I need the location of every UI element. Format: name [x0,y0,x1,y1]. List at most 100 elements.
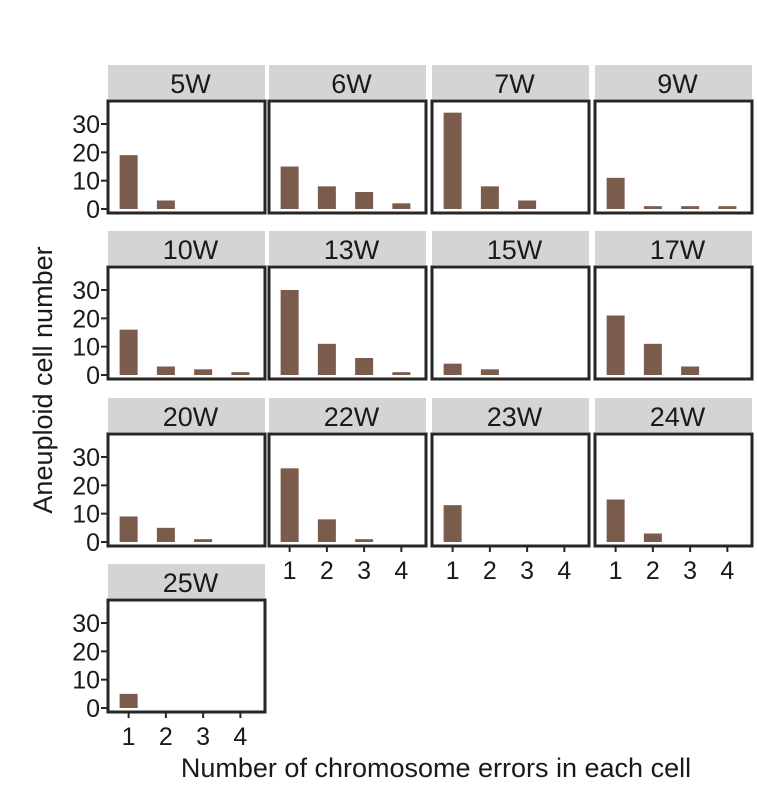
bar [355,192,374,209]
y-tick-label: 30 [72,111,100,139]
facet-strip [595,231,752,265]
y-tick-label: 10 [72,501,100,529]
bar [317,186,336,209]
panel-frame [593,432,754,548]
bar [317,343,336,375]
bar [317,519,336,542]
facet-label: 10W [163,235,219,265]
facet-strip [108,65,265,99]
facet-label: 9W [657,69,698,99]
panel-frame [430,432,591,548]
facet-label: 17W [650,235,706,265]
x-tick-label: 3 [520,557,534,585]
facet-label: 25W [163,568,219,598]
panel-frame [593,265,754,381]
y-tick-label: 0 [86,529,100,557]
bar [643,343,662,375]
y-tick-label: 20 [72,638,100,666]
bar [480,186,499,209]
bar [355,539,374,542]
bar [119,155,138,209]
facet-strip [432,65,589,99]
y-tick-label: 20 [72,472,100,500]
panel-frame [106,99,267,215]
y-tick-label: 20 [72,139,100,167]
x-tick-label: 3 [196,723,210,751]
x-tick-label: 1 [283,557,297,585]
x-tick-label: 3 [683,557,697,585]
x-tick-label: 2 [483,557,497,585]
y-tick-label: 0 [86,362,100,390]
facet-strip [269,398,426,432]
x-tick-label: 2 [159,723,173,751]
x-tick-label: 2 [320,557,334,585]
facet-strip [269,65,426,99]
bar [231,372,250,375]
facet-panel: 6W [267,65,428,215]
facet-panel: 24W 1 2 3 4 [593,398,754,585]
facet-panel: 23W 1 2 3 4 [430,398,591,585]
panel-frame [106,265,267,381]
panel-frame [430,99,591,215]
x-tick-label: 1 [609,557,623,585]
bar [119,329,138,375]
y-tick-label: 0 [86,695,100,723]
bar [443,505,462,542]
x-tick-label: 4 [394,557,408,585]
bar [156,366,175,375]
bar [280,468,299,542]
facet-strip [108,398,265,432]
facet-panel: 9W [593,65,754,215]
y-tick-label: 10 [72,667,100,695]
x-tick-label: 4 [557,557,571,585]
facet-panel: 13W [267,231,428,381]
panel-frame [106,598,267,714]
facet-strip [595,65,752,99]
facet-label: 20W [163,402,219,432]
y-tick-label: 30 [72,610,100,638]
bar [606,315,625,375]
facet-label: 5W [170,69,211,99]
panel-frame [430,265,591,381]
facet-strip [595,398,752,432]
bar [681,206,700,209]
bar [681,366,700,375]
panel-frame [267,265,428,381]
x-tick-label: 4 [720,557,734,585]
x-tick-label: 1 [446,557,460,585]
x-tick-label: 1 [122,723,136,751]
facet-strip [269,231,426,265]
bar [443,112,462,209]
x-axis-title: Number of chromosome errors in each cell [181,753,691,783]
facet-label: 7W [494,69,535,99]
facet-panel: 22W 1 2 3 4 [267,398,428,585]
panel-frame [267,432,428,548]
facet-panel: 15W [430,231,591,381]
bar [119,516,138,542]
bar [643,533,662,542]
bar [718,206,737,209]
bar [119,693,138,708]
facet-strip [108,231,265,265]
facet-panel: 7W [430,65,591,215]
bar [392,203,411,209]
facet-strip [432,398,589,432]
x-tick-label: 4 [233,723,247,751]
y-tick-label: 10 [72,168,100,196]
panel-frame [593,99,754,215]
x-tick-label: 3 [357,557,371,585]
facet-label: 6W [331,69,372,99]
facet-label: 15W [487,235,543,265]
facet-strip [108,564,265,598]
y-tick-label: 30 [72,444,100,472]
facet-strip [432,231,589,265]
y-tick-label: 30 [72,277,100,305]
facet-panel: 17W [593,231,754,381]
bar [156,200,175,209]
bar [280,166,299,209]
y-tick-label: 20 [72,305,100,333]
bar [194,539,213,542]
